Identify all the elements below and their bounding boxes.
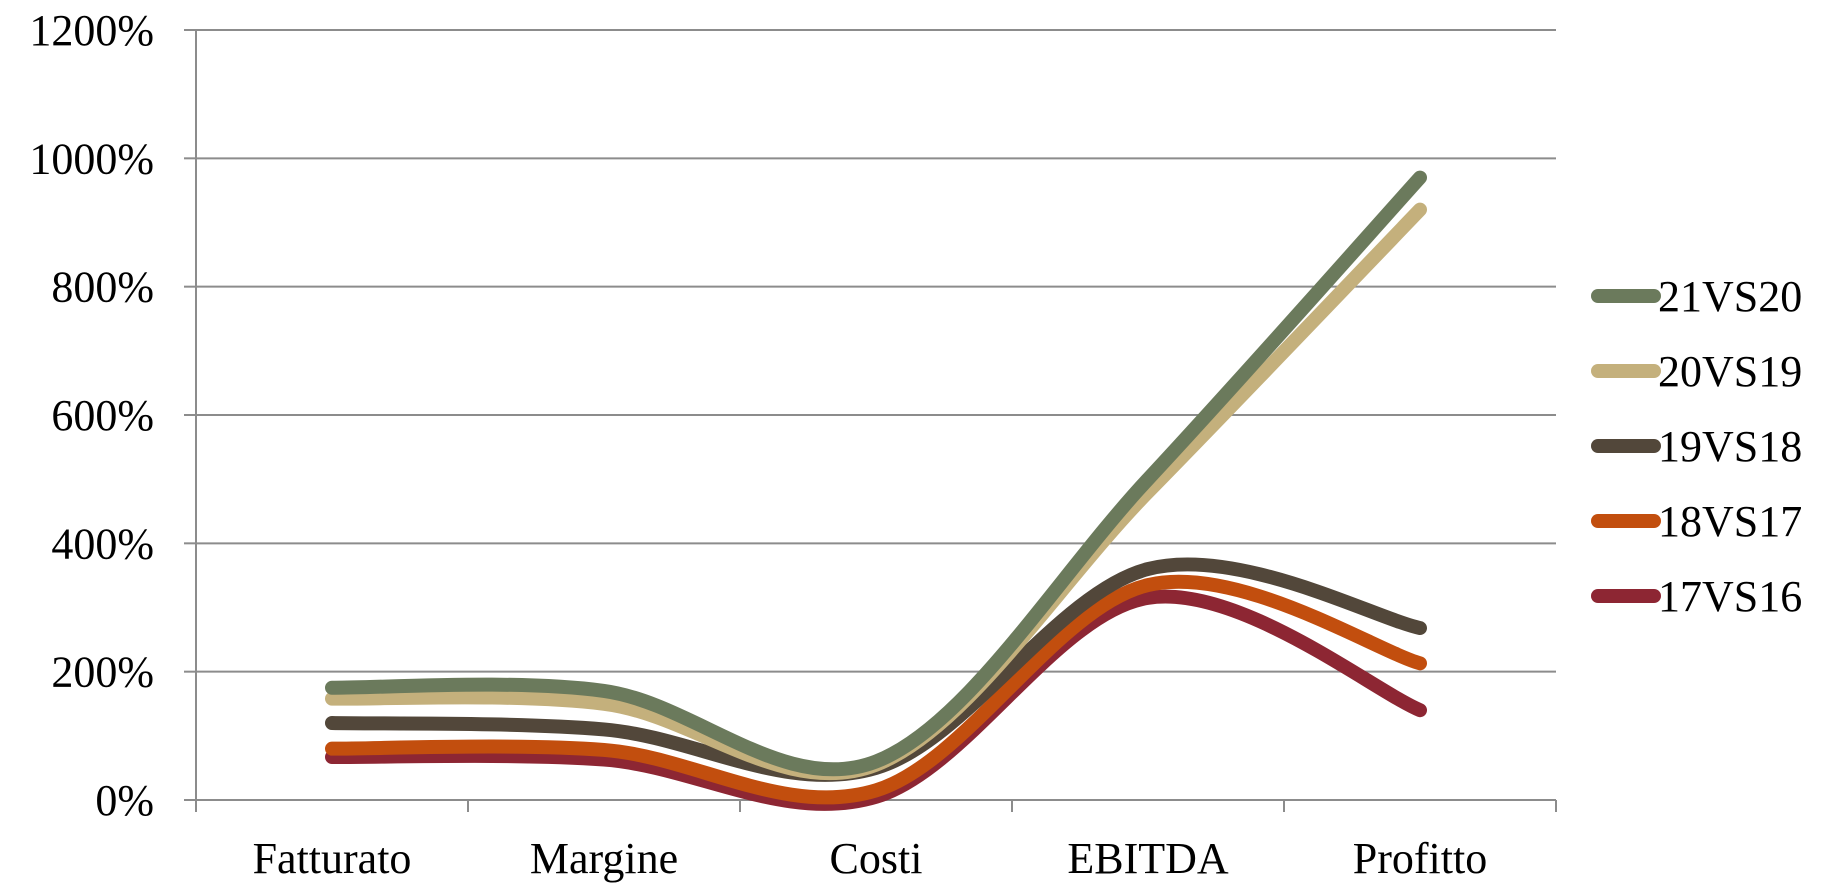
series-line-18vs17 [325, 574, 1427, 805]
legend-item-18vs17: 18VS17 [1591, 497, 1802, 546]
legend-label: 19VS18 [1658, 422, 1802, 471]
series-lines [325, 170, 1427, 811]
y-tick-label: 1000% [29, 134, 154, 183]
x-tick-label: Fatturato [253, 834, 412, 883]
x-tick-label: Costi [830, 834, 923, 883]
x-tick-label: Profitto [1353, 834, 1487, 883]
y-tick-label: 1200% [29, 6, 154, 55]
legend-item-20vs19: 20VS19 [1591, 347, 1802, 396]
series-line-21vs20 [325, 170, 1427, 777]
x-tick-label: Margine [530, 834, 678, 883]
legend-label: 18VS17 [1658, 497, 1802, 546]
y-axis-ticks: 0% 200% 400% 600% 800% 1000% 1200% [29, 6, 196, 825]
x-axis-ticks: Fatturato Margine Costi EBITDA Profitto [195, 800, 1557, 883]
gridlines [196, 29, 1556, 673]
legend-item-17vs16: 17VS16 [1591, 572, 1802, 621]
legend-label: 17VS16 [1658, 572, 1802, 621]
y-tick-label: 200% [51, 648, 154, 697]
y-tick-label: 800% [51, 263, 154, 312]
legend-label: 21VS20 [1658, 272, 1802, 321]
legend-label: 20VS19 [1658, 347, 1802, 396]
legend: 21VS20 20VS19 19VS18 18VS17 17VS16 [1591, 272, 1802, 621]
y-tick-label: 400% [51, 519, 154, 568]
y-tick-label: 600% [51, 391, 154, 440]
y-tick-label: 0% [95, 776, 154, 825]
legend-item-19vs18: 19VS18 [1591, 422, 1802, 471]
legend-item-21vs20: 21VS20 [1591, 272, 1802, 321]
x-tick-label: EBITDA [1067, 834, 1229, 883]
